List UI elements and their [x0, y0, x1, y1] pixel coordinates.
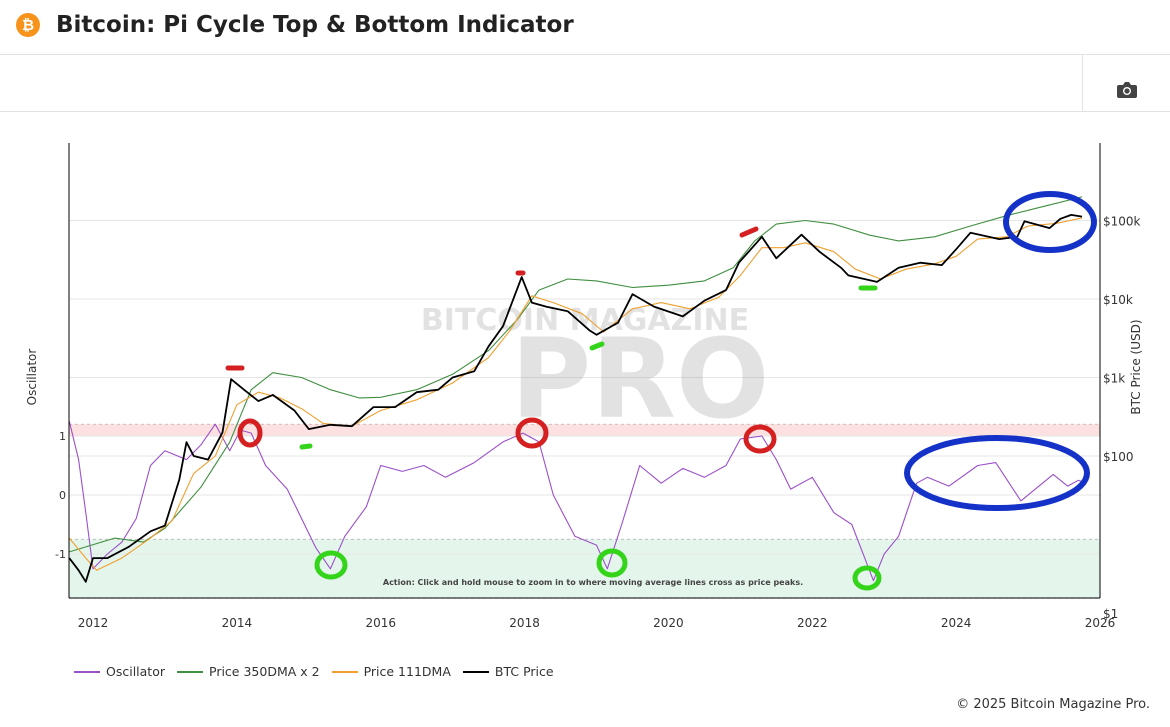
toolbar-divider: [1082, 55, 1083, 111]
legend-oscillator[interactable]: Oscillator: [74, 664, 165, 679]
legend-swatch: [177, 670, 203, 673]
chart-legend: Oscillator Price 350DMA x 2 Price 111DMA…: [74, 664, 554, 679]
watermark-line2: PRO: [511, 315, 770, 443]
chart-toolbar: [0, 55, 1170, 112]
x-axis-tick: 2016: [365, 616, 396, 630]
green-bottom-mark: [299, 443, 313, 450]
x-axis-tick: 2014: [222, 616, 253, 630]
left-axis-tick: 1: [59, 430, 66, 443]
top-zone-band: [69, 424, 1100, 436]
x-axis-tick: 2022: [797, 616, 828, 630]
green-circle: [596, 548, 628, 578]
legend-label: Price 350DMA x 2: [209, 664, 320, 679]
legend-swatch: [74, 670, 100, 673]
page-header: ₿ Bitcoin: Pi Cycle Top & Bottom Indicat…: [0, 0, 1170, 55]
right-axis-tick: $100k: [1103, 215, 1141, 229]
right-axis-tick: $1: [1103, 607, 1118, 621]
pi-cycle-chart[interactable]: BITCOIN MAGAZINE PRO $1 $100 $1k $10k $100k 1…: [0, 112, 1170, 662]
series-price-350dma-x-2: [69, 196, 1083, 553]
action-hint: Action: Click and hold mouse to zoom in …: [383, 578, 803, 587]
red-top-mark: [739, 226, 759, 238]
legend-label: BTC Price: [494, 664, 554, 679]
right-axis-tick: $100: [1103, 450, 1134, 464]
left-axis-tick: -1: [55, 548, 66, 561]
watermark: BITCOIN MAGAZINE PRO: [421, 303, 770, 443]
legend-btc-price[interactable]: BTC Price: [462, 664, 554, 679]
red-circle: [743, 424, 777, 454]
left-axis-label: Oscillator: [25, 349, 39, 406]
green-bottom-mark: [589, 341, 605, 351]
copyright-footer: © 2025 Bitcoin Magazine Pro.: [956, 697, 1150, 712]
series-price-111dma: [68, 217, 1083, 571]
red-circle: [237, 418, 263, 448]
x-axis-tick: 2026: [1085, 616, 1116, 630]
page-title: Bitcoin: Pi Cycle Top & Bottom Indicator: [56, 12, 574, 38]
green-circle: [314, 550, 348, 580]
blue-circle: [1003, 191, 1097, 253]
hand-annotations: [225, 191, 1097, 591]
right-axis-label: BTC Price (USD): [1129, 319, 1143, 414]
green-circle: [852, 565, 882, 591]
legend-label: Price 111DMA: [363, 664, 451, 679]
x-axis-tick: 2024: [941, 616, 972, 630]
series-oscillator: [68, 421, 1086, 582]
right-axis-tick: $10k: [1103, 293, 1133, 307]
legend-111dma[interactable]: Price 111DMA: [331, 664, 451, 679]
blue-circle: [904, 435, 1090, 511]
legend-swatch: [331, 670, 358, 673]
x-axis-tick: 2020: [653, 616, 684, 630]
legend-350dma[interactable]: Price 350DMA x 2: [177, 664, 320, 679]
bottom-zone-band: [69, 539, 1100, 599]
red-circle: [515, 417, 549, 449]
camera-icon[interactable]: [1116, 81, 1138, 99]
series-btc-price: [68, 214, 1083, 583]
x-axis-tick: 2012: [78, 616, 109, 630]
bitcoin-icon: ₿: [16, 13, 40, 37]
left-axis-tick: 0: [59, 489, 66, 502]
legend-label: Oscillator: [106, 664, 165, 679]
legend-swatch: [462, 670, 489, 673]
x-axis-tick: 2018: [509, 616, 540, 630]
right-axis-tick: $1k: [1103, 372, 1125, 386]
